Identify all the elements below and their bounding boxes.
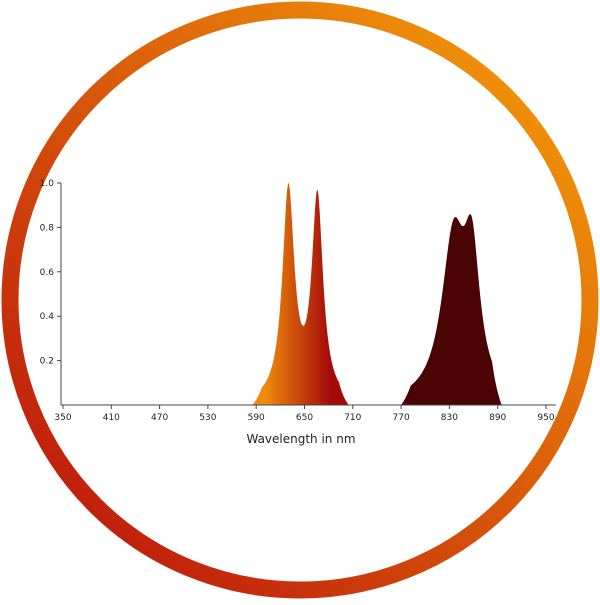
x-tick-label: 590	[248, 413, 265, 423]
series-area-2	[401, 214, 502, 405]
x-tick-label: 410	[103, 413, 120, 423]
x-tick-label: 530	[199, 413, 216, 423]
y-tick-label: 0.8	[40, 223, 55, 233]
x-tick-label: 830	[441, 413, 458, 423]
x-tick-label: 470	[151, 413, 168, 423]
x-tick-label: 770	[393, 413, 410, 423]
y-tick-label: 0.4	[40, 312, 55, 322]
x-tick-label: 650	[296, 413, 313, 423]
y-tick-label: 0.6	[40, 268, 55, 278]
series-area-1	[252, 183, 349, 405]
plot-area: 350 410 470 530 590 650 710 770 830 890 950 0.2 0.4 0…	[40, 179, 557, 423]
x-tick-label: 950	[537, 413, 554, 423]
x-tick-label: 710	[344, 413, 361, 423]
y-tick-label: 0.2	[40, 357, 54, 367]
x-tick-label: 350	[54, 413, 71, 423]
x-axis-title: Wavelength in nm	[246, 432, 355, 446]
y-tick-label: 1.0	[40, 179, 55, 189]
x-tick-label: 890	[489, 413, 506, 423]
